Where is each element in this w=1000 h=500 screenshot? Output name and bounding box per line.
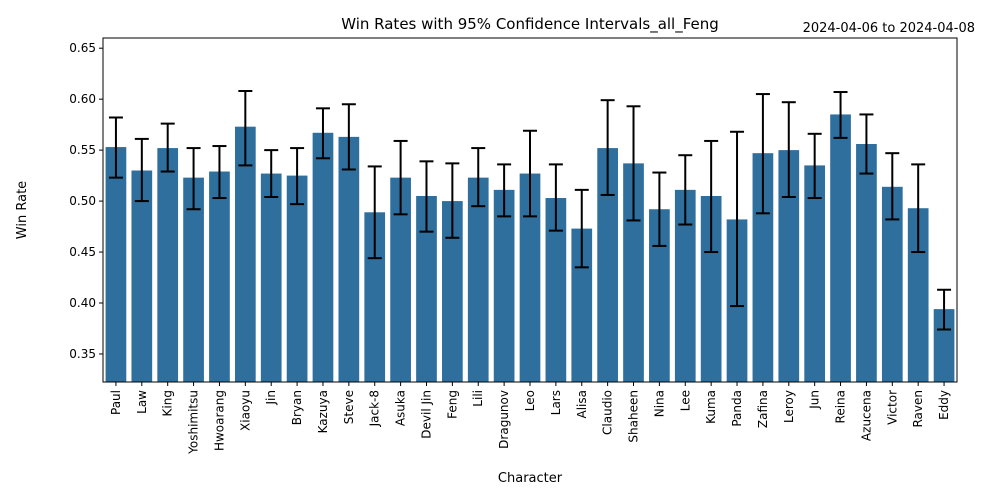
- y-tick-label: 0.40: [69, 296, 96, 310]
- x-tick-label: Dragunov: [497, 390, 511, 449]
- x-tick-label: Feng: [445, 390, 459, 419]
- y-tick-label: 0.35: [69, 347, 96, 361]
- x-tick-label: Kuma: [704, 390, 718, 424]
- y-tick-label: 0.45: [69, 245, 96, 259]
- bar: [390, 177, 411, 382]
- chart-title: Win Rates with 95% Confidence Intervals_…: [341, 15, 719, 34]
- x-tick-label: Lee: [678, 390, 692, 411]
- x-tick-label: Jun: [808, 390, 822, 410]
- bar: [105, 147, 127, 382]
- x-tick-label: Claudio: [601, 390, 615, 435]
- bar: [649, 209, 670, 382]
- y-tick-label: 0.50: [69, 194, 96, 208]
- x-tick-label: Nina: [652, 390, 666, 417]
- bar: [623, 163, 644, 382]
- bar: [700, 195, 722, 382]
- bar: [183, 177, 204, 382]
- x-tick-label: Bryan: [290, 390, 304, 425]
- x-tick-label: Azucena: [859, 390, 873, 441]
- bar: [338, 136, 360, 382]
- plot-area: Paul Law King Yoshimitsu Hwoarang Xiaoyu Jin Br…: [69, 37, 958, 455]
- x-tick-label: Leroy: [782, 390, 796, 423]
- axes-frame: [102, 37, 958, 383]
- x-tick-label: Alisa: [575, 390, 589, 418]
- bar: [442, 201, 463, 382]
- x-tick-label: Eddy: [937, 390, 951, 420]
- bar: [286, 175, 308, 382]
- x-tick-label: Lili: [471, 390, 485, 407]
- bar: [416, 195, 437, 382]
- x-tick-label: Asuka: [394, 390, 408, 426]
- bar: [752, 153, 774, 382]
- bar: [131, 170, 153, 382]
- bar: [157, 148, 179, 382]
- bar: [597, 148, 618, 382]
- y-axis-label: Win Rate: [15, 181, 30, 239]
- bar: [881, 186, 903, 382]
- x-tick-label: Yoshimitsu: [187, 390, 201, 455]
- y-tick-label: 0.55: [69, 143, 96, 157]
- bar: [545, 198, 567, 382]
- x-tick-label: Reina: [834, 390, 848, 423]
- x-tick-label: Xiaoyu: [238, 390, 252, 431]
- y-tick-label: 0.65: [69, 41, 96, 55]
- x-tick-label: King: [161, 390, 175, 416]
- x-tick-label: Devil Jin: [419, 390, 433, 439]
- bar: [364, 212, 386, 382]
- x-tick-label: Steve: [342, 390, 356, 424]
- x-tick-label: Raven: [911, 390, 925, 428]
- bar: [519, 173, 541, 382]
- x-tick-label: Hwoarang: [212, 390, 226, 451]
- bar: [467, 177, 489, 382]
- x-tick-label: Jin: [264, 390, 278, 405]
- bar: [260, 173, 282, 382]
- x-tick-label: Victor: [885, 390, 899, 425]
- bar: [312, 132, 334, 382]
- x-axis-label: Character: [498, 471, 563, 486]
- bar: [493, 189, 515, 382]
- bar: [209, 171, 230, 382]
- bar: [830, 114, 851, 382]
- bar: [234, 126, 256, 382]
- bar: [856, 144, 877, 382]
- x-tick-label: Zafina: [756, 390, 770, 428]
- x-tick-label: Kazuya: [316, 390, 330, 433]
- x-tick-label: Paul: [109, 390, 123, 415]
- bar: [674, 189, 696, 382]
- bar: [778, 150, 800, 382]
- x-tick-label: Lars: [549, 390, 563, 415]
- date-range-label: 2024-04-06 to 2024-04-08: [803, 21, 975, 36]
- x-tick-label: Shaheen: [627, 390, 641, 443]
- x-tick-label: Jack-8: [368, 390, 382, 427]
- x-tick-label: Panda: [730, 390, 744, 427]
- bar: [933, 309, 955, 382]
- bar: [804, 165, 826, 382]
- x-tick-label: Leo: [523, 390, 537, 411]
- x-tick-label: Law: [135, 390, 149, 414]
- y-tick-label: 0.60: [69, 92, 96, 106]
